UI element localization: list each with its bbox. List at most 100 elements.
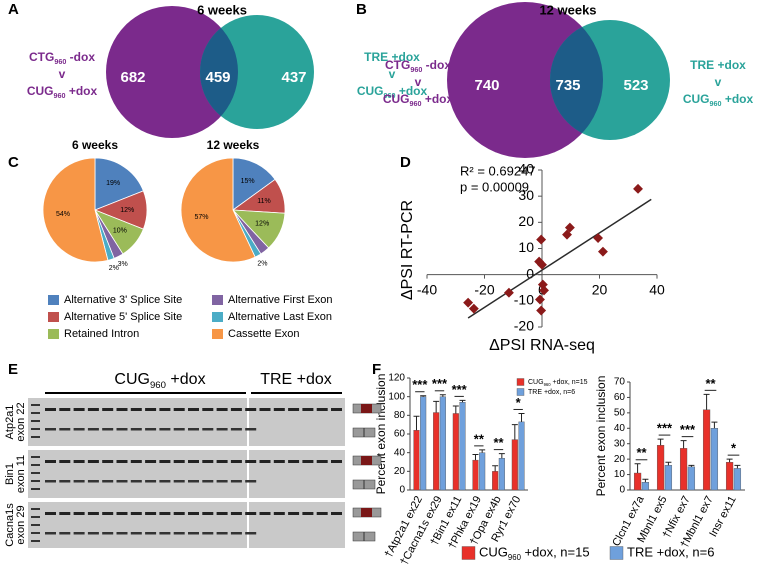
legend-swatch: [48, 312, 59, 322]
legend-label: CUG960 +dox, n=15: [528, 379, 588, 387]
gel-band: [216, 512, 228, 515]
venn-count: 682: [120, 69, 145, 86]
y-tick-label: 100: [388, 391, 405, 402]
venn-count: 437: [281, 69, 306, 86]
error-bar: [665, 461, 672, 466]
y-tick-label: 30: [518, 187, 534, 203]
gel-band: [45, 480, 56, 483]
y-tick-label: 120: [388, 373, 405, 384]
ladder-band: [31, 464, 40, 466]
point: [536, 305, 547, 316]
gel-band: [130, 480, 142, 483]
gel-band: [73, 460, 85, 463]
set-label: CTG960 -dox: [29, 50, 95, 66]
y-tick-label: 0: [619, 485, 625, 496]
pie-slice: [232, 157, 276, 211]
gel-band: [216, 408, 228, 411]
point: [503, 287, 514, 298]
y-tick-label: 50: [614, 407, 626, 418]
set-label: CUG960 +dox: [683, 92, 754, 108]
gel-band: [59, 532, 71, 535]
gel-band: [273, 408, 285, 411]
gel-band: [188, 408, 199, 411]
venn-overlap: [550, 20, 603, 140]
legend-swatch: [516, 378, 525, 386]
venn-set: [447, 2, 603, 158]
significance: ***: [657, 421, 673, 436]
significance: **: [493, 435, 504, 450]
error-bar: [711, 421, 718, 429]
gel-band: [130, 460, 142, 463]
bar: [433, 412, 440, 491]
point: [468, 303, 479, 314]
set-label: TRE +dox: [364, 50, 420, 64]
ladder-band: [31, 480, 40, 482]
ladder-band: [31, 420, 40, 422]
y-tick-label: 0: [526, 265, 534, 281]
ladder-band: [31, 540, 40, 542]
gel-band: [45, 408, 56, 411]
gel-band: [73, 408, 85, 411]
error-bar: [420, 395, 427, 397]
bar: [452, 413, 459, 491]
gel-band: [87, 512, 99, 515]
error-bar: [726, 458, 733, 463]
slice-label: 3%: [118, 261, 128, 268]
annotation: p = 0.00009: [460, 179, 529, 194]
exon-box: [361, 508, 372, 517]
gel-band: [331, 408, 342, 411]
venn-overlap: [200, 15, 238, 129]
ladder-band: [31, 508, 40, 510]
gel-band: [302, 512, 314, 515]
slice-label: 10%: [113, 227, 127, 234]
y-tick-label: 10: [614, 469, 626, 480]
bar: [664, 465, 673, 491]
gel-band: [188, 428, 199, 431]
legend-swatch: [461, 546, 476, 560]
y-tick-label: 40: [614, 423, 626, 434]
gel-band: [116, 428, 128, 431]
error-bar: [634, 463, 641, 474]
gel-band: [216, 428, 228, 431]
gel-band: [288, 408, 300, 411]
legend-swatch: [212, 295, 223, 305]
gel-band: [145, 460, 157, 463]
gel-band: [116, 460, 128, 463]
panel-letter: F: [372, 361, 381, 378]
gel-band: [145, 480, 157, 483]
gel-band: [173, 408, 185, 411]
error-bar: [498, 453, 505, 459]
legend-swatch: [48, 329, 59, 339]
venn-count: 735: [555, 77, 580, 94]
gel-band: [230, 480, 242, 483]
legend-label: TRE +dox, n=6: [627, 544, 714, 559]
bar: [733, 468, 742, 491]
significance: **: [705, 376, 716, 391]
gel-band: [73, 480, 85, 483]
legend-swatch: [212, 329, 223, 339]
point: [633, 183, 643, 194]
panel-letter: B: [356, 1, 367, 18]
gel-band: [216, 532, 228, 535]
y-tick-label: 40: [394, 447, 406, 458]
gel-band: [273, 512, 285, 515]
error-bar: [734, 464, 741, 469]
bar: [633, 472, 642, 491]
point: [564, 222, 575, 233]
gel-band: [45, 460, 56, 463]
gel-band: [288, 460, 300, 463]
bar: [656, 445, 665, 491]
gel-group: CUG960 +dox: [114, 371, 205, 391]
bar: [420, 396, 427, 491]
bar: [492, 471, 499, 491]
legend-label: TRE +dox, n=6: [528, 389, 575, 396]
significance: **: [474, 431, 485, 446]
ladder-band: [31, 488, 40, 490]
gel-band: [245, 408, 257, 411]
gel-band: [130, 428, 142, 431]
gel-band: [130, 532, 142, 535]
legend-label: Alternative Last Exon: [228, 311, 332, 323]
gel-band: [259, 460, 271, 463]
ladder-band: [31, 404, 40, 406]
gel-row-label: exon 29: [15, 505, 27, 544]
